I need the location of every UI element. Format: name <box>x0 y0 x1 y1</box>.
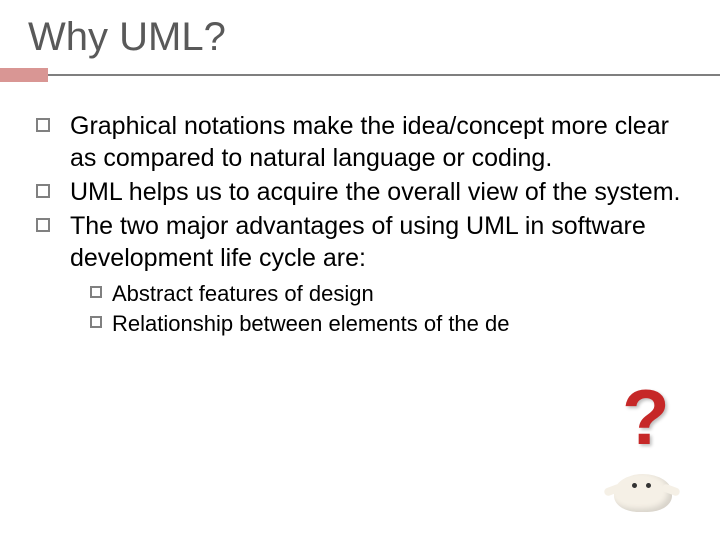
accent-block <box>0 68 48 82</box>
page-title: Why UML? <box>0 0 720 68</box>
sub-bullet-text: Abstract features of design <box>112 280 374 308</box>
question-mark-icon: ? <box>622 382 670 452</box>
square-bullet-icon <box>36 218 50 232</box>
square-bullet-icon <box>90 316 102 328</box>
bullet-text: Graphical notations make the idea/concep… <box>70 110 692 174</box>
question-mark-figure: ? <box>592 382 702 512</box>
bullet-text: UML helps us to acquire the overall view… <box>70 176 680 208</box>
list-item: UML helps us to acquire the overall view… <box>36 176 692 208</box>
figure-eye <box>632 483 637 488</box>
list-item: Graphical notations make the idea/concep… <box>36 110 692 174</box>
figure-eye <box>646 483 651 488</box>
square-bullet-icon <box>90 286 102 298</box>
divider-line <box>48 68 720 82</box>
sub-list-item: Abstract features of design <box>90 280 692 308</box>
list-item: The two major advantages of using UML in… <box>36 210 692 274</box>
sub-bullet-text: Relationship between elements of the de <box>112 310 509 338</box>
figure-body <box>614 474 672 512</box>
sub-list-item: Relationship between elements of the de <box>90 310 692 338</box>
bullet-text: The two major advantages of using UML in… <box>70 210 692 274</box>
title-divider <box>0 68 720 82</box>
sub-list: Abstract features of design Relationship… <box>36 280 692 338</box>
content-area: Graphical notations make the idea/concep… <box>0 82 720 338</box>
square-bullet-icon <box>36 184 50 198</box>
square-bullet-icon <box>36 118 50 132</box>
